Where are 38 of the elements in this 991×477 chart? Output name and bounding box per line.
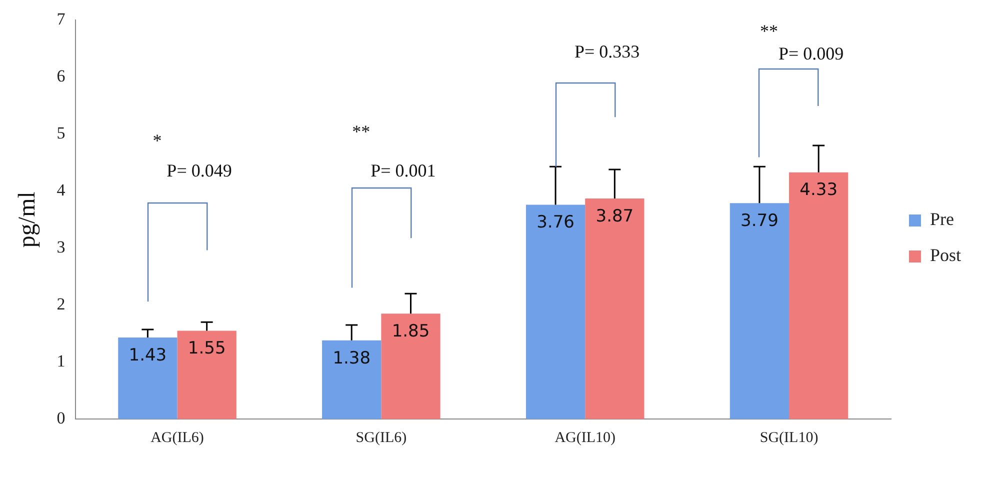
bar (585, 198, 644, 419)
bar (381, 314, 440, 419)
data-label: 3.87 (596, 206, 634, 226)
bar (118, 338, 178, 419)
legend-label: Post (930, 245, 962, 266)
y-axis-title: pg/ml (14, 191, 41, 248)
bar (177, 330, 236, 419)
y-tick-label: 0 (56, 408, 66, 428)
bar (789, 172, 848, 419)
data-label: 4.33 (800, 180, 838, 200)
y-tick-label: 5 (56, 124, 66, 143)
bar (730, 203, 790, 419)
data-label: 1.38 (332, 348, 371, 368)
data-label: 3.79 (740, 211, 778, 231)
data-label: 1.43 (128, 345, 167, 366)
y-tick-label: 2 (56, 294, 66, 314)
annotation: * (152, 130, 162, 150)
annotation: P= 0.049 (166, 160, 232, 180)
y-tick-label: 4 (56, 180, 66, 200)
y-tick-label: 7 (56, 10, 66, 29)
x-tick-label: SG(IL10) (760, 430, 818, 446)
y-tick-label: 6 (56, 66, 66, 86)
annotation: P= 0.009 (778, 44, 844, 64)
annotation: ** (760, 20, 778, 41)
data-label: 1.85 (392, 322, 430, 342)
bar (526, 204, 586, 419)
legend-label: Pre (930, 209, 954, 230)
x-tick-label: AG(IL6) (150, 430, 204, 446)
annotation: P= 0.001 (370, 160, 436, 180)
data-label: 1.55 (188, 338, 226, 359)
y-tick-label: 1 (56, 351, 66, 370)
bar (322, 340, 382, 419)
x-tick-label: SG(IL6) (356, 430, 407, 446)
y-tick-label: 3 (56, 238, 66, 257)
annotation: P= 0.333 (574, 41, 640, 62)
annotation: ** (352, 122, 370, 142)
data-label: 3.76 (536, 212, 574, 233)
x-tick-label: AG(IL10) (554, 430, 616, 446)
